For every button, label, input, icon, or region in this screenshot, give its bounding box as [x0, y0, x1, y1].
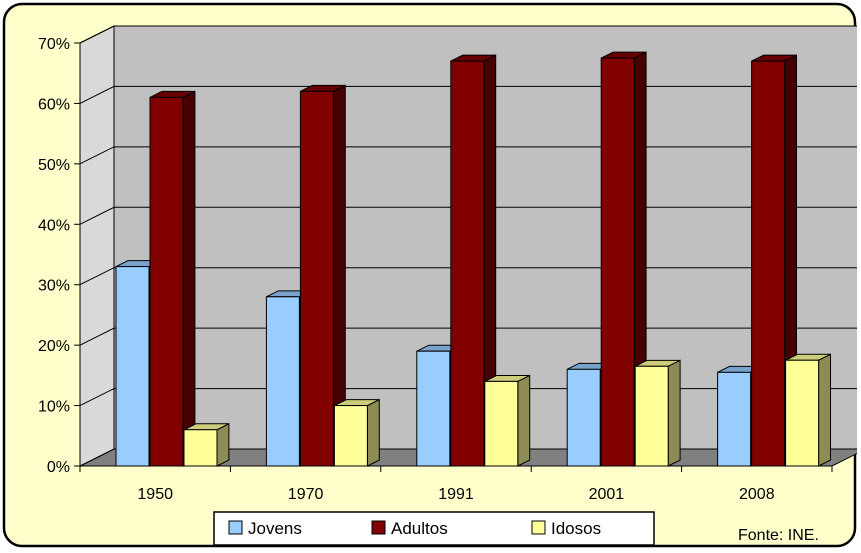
bar-side [517, 374, 531, 467]
y-tick-label: 20% [38, 338, 70, 355]
y-tick-label: 30% [38, 278, 70, 295]
bar-idosos-1950 [183, 422, 230, 467]
bar-front [265, 296, 300, 467]
bar-idosos-2001 [634, 359, 681, 467]
y-tick-label: 70% [38, 36, 70, 53]
bar-front [785, 359, 820, 467]
legend-label-jovens: Jovens [248, 519, 302, 538]
bar-adultos-1950 [149, 90, 196, 467]
x-tick-label: 2008 [739, 486, 775, 503]
source-note: Fonte: INE. [738, 527, 819, 544]
bar-front [299, 90, 334, 467]
y-tick-label: 60% [38, 96, 70, 113]
y-tick-label: 10% [38, 399, 70, 416]
plot-area: 0% 10% 20% 30% 40% 50% 60% 70% 1950 1970 1991 2001 2… [38, 25, 861, 503]
bar-side [366, 398, 380, 467]
legend-swatch-jovens [228, 520, 243, 535]
bar-front [751, 60, 786, 467]
bar-idosos-1970 [333, 398, 380, 467]
bar-adultos-1970 [299, 84, 346, 467]
y-tick-label: 50% [38, 157, 70, 174]
bar-adultos-1991 [450, 54, 497, 467]
x-tick-label: 1970 [288, 486, 324, 503]
bar-idosos-2008 [785, 353, 831, 467]
bar-idosos-1991 [484, 374, 531, 467]
bar-front [484, 380, 519, 467]
legend-swatch-idosos [531, 520, 546, 535]
bar-side [182, 90, 196, 467]
y-tick-label: 40% [38, 217, 70, 234]
chart-side-wall [79, 25, 115, 467]
bar-front [600, 57, 635, 467]
x-tick-label: 1991 [438, 486, 474, 503]
bar-side [818, 353, 831, 467]
bar-side [667, 359, 681, 467]
legend-label-adultos: Adultos [391, 519, 448, 538]
bar-front [634, 365, 669, 467]
legend-label-idosos: Idosos [551, 519, 601, 538]
x-tick-label: 2001 [589, 486, 625, 503]
bar-front [717, 371, 752, 467]
bar-adultos-2001 [600, 51, 647, 467]
bar-side [216, 422, 230, 467]
legend: Jovens Adultos Idosos [213, 511, 655, 546]
bar-front [149, 96, 184, 467]
legend-box [213, 511, 655, 546]
gridline [79, 25, 861, 44]
x-tick-label: 1950 [137, 486, 173, 503]
bar-front [333, 405, 368, 467]
bar-front [183, 429, 218, 467]
bar-front [416, 350, 451, 467]
bar-front [450, 60, 485, 467]
legend-swatch-adultos [371, 520, 386, 535]
y-tick-label: 0% [47, 459, 70, 476]
bar-front [566, 368, 601, 467]
bar-front [115, 266, 150, 467]
